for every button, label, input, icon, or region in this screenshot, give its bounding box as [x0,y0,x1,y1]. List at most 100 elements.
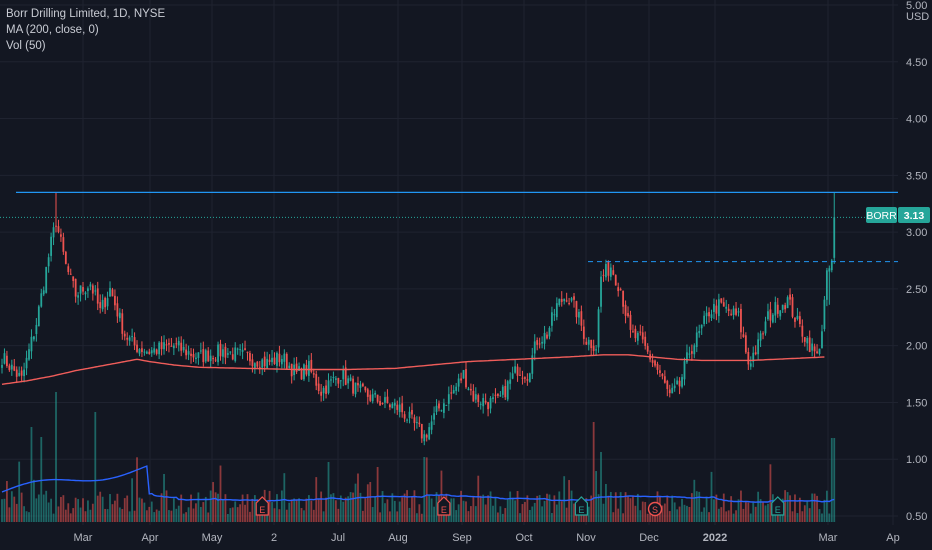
candle-body [15,369,18,377]
candle-body [67,266,70,273]
volume-bar [121,509,124,522]
candle-body [582,326,585,339]
volume-bar [91,503,94,522]
candle-body [126,337,129,340]
candle-body [133,337,136,346]
volume-bar [381,491,384,522]
candle-body [364,386,367,391]
event-marker-letter: E [441,505,447,515]
volume-bar [595,471,598,522]
volume-bar [776,510,779,522]
candle-body [460,378,462,381]
candle-body [180,342,183,351]
earnings-event-marker[interactable]: E [255,496,269,516]
candle-body [258,367,261,369]
volume-bar [418,504,421,522]
candle-body [197,352,200,358]
candle-body [749,363,752,367]
candle-body [806,337,809,344]
earnings-event-marker[interactable]: E [437,496,451,516]
earnings-event-marker[interactable]: E [574,496,588,516]
candle-body [20,370,23,376]
candle-body [369,394,372,401]
candle-body [337,377,340,384]
split-event-marker[interactable]: S [647,501,663,517]
candle-body [165,344,168,346]
price-tick-label: 2.00 [906,341,927,353]
candle-body [597,309,600,348]
volume-bar [624,492,627,522]
candle-body [8,365,11,371]
volume-bar [234,501,237,522]
volume-bar [354,483,357,522]
volume-bar [101,496,104,522]
volume-bar [79,507,82,522]
price-axis[interactable]: 5.00 4.50 4.00 3.50 3.00 2.50 2.00 1.50 1.00 0.50… [906,0,929,523]
legend-ma[interactable]: MA (200, close, 0) [6,24,99,36]
volume-bar [126,495,129,522]
candle-body [639,331,642,333]
candle-body [830,260,833,271]
earnings-event-marker[interactable]: E [771,496,785,516]
candle-body [479,403,482,405]
candle-body [236,348,239,350]
volume-bar [285,509,288,522]
candle-body [87,288,89,292]
volume-bar [732,513,735,522]
volume-bar [811,493,814,522]
volume-bar [587,506,590,522]
volume-bar [8,507,11,522]
candle-body [72,276,75,281]
volume-bar [430,498,433,522]
candle-body [744,335,747,353]
candle-body [705,312,708,317]
legend-vol[interactable]: Vol (50) [6,40,46,52]
legend-title[interactable]: Borr Drilling Limited, 1D, NYSE [6,8,166,20]
candle-body [713,304,715,313]
candle-body [37,306,40,327]
volume-bar [509,491,512,522]
candle-body [18,372,21,376]
volume-bar [87,500,89,522]
candle-body [62,237,65,252]
time-tick-label: Mar [819,532,838,544]
candle-body [703,315,706,324]
volume-bar [40,437,43,522]
candle-body [614,275,617,286]
price-tick-label: 4.50 [906,57,927,69]
volume-bar [519,513,521,522]
candle-body [798,316,801,325]
candle-body [160,342,163,350]
candle-body [317,383,320,391]
time-tick-label: Apr [141,532,158,544]
volume-bar [69,513,72,522]
candle-body [786,297,789,309]
volume-bar [597,494,600,522]
candle-body [656,363,659,370]
volume-bar [794,494,796,522]
time-axis[interactable]: Mar Apr May 2 Jul Aug Sep Oct Nov Dec 2022 Mar Ap [74,532,900,544]
candle-body [253,363,256,370]
volume-bar [725,511,728,522]
volume-bar [244,504,246,522]
volume-bar [391,493,394,522]
candle-body [55,225,57,227]
volume-bar [558,491,561,522]
candle-body [411,409,413,415]
candle-body [730,313,733,315]
candle-body [533,341,536,354]
candle-body [310,359,313,372]
time-tick-label: Nov [576,532,596,544]
candle-body [673,385,676,389]
volume-bar [25,511,28,522]
candle-body [450,392,453,394]
volume-bar [35,498,38,522]
volume-bar [145,510,148,522]
candle-body [472,390,475,402]
candle-body [659,370,661,373]
volume-bar [619,492,622,522]
volume-bar [163,473,165,522]
candle-body [207,350,210,362]
candle-body [52,227,55,238]
